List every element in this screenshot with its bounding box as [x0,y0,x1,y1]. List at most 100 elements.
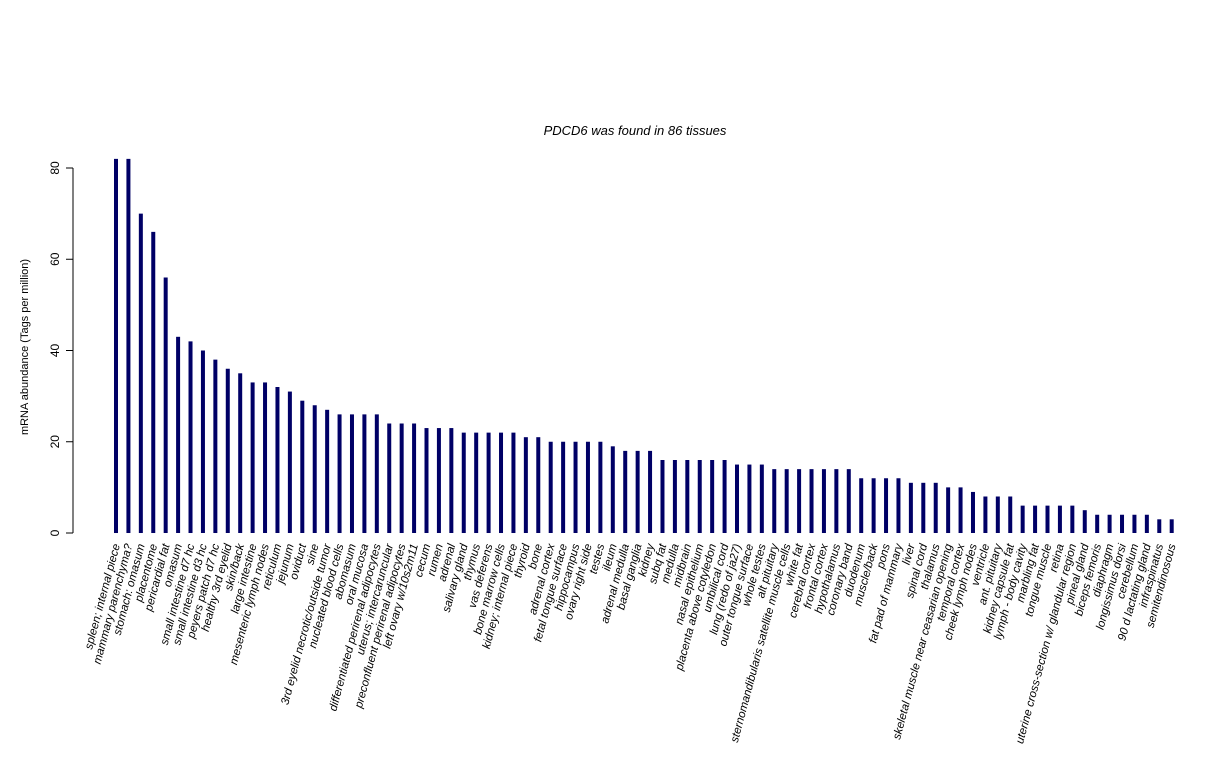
bar [374,414,379,534]
x-category-label: sine [305,543,322,566]
bar [387,423,392,533]
bar [946,487,951,534]
bar [225,368,230,533]
bar [821,469,826,534]
bar [685,460,690,533]
bar [312,405,317,533]
bar [710,460,715,533]
bar [983,496,988,533]
y-tick-label: 0 [48,529,62,536]
bar [163,277,168,533]
bar [1169,519,1174,533]
bar [735,464,739,533]
bar [759,464,764,533]
bar [349,414,354,534]
bar [573,441,578,533]
bar [859,478,864,533]
y-tick-label: 20 [48,435,62,449]
bar [325,409,330,533]
bar [138,213,143,534]
bar [238,373,243,533]
bar [300,400,305,533]
bar [921,482,926,533]
bar [697,460,702,533]
bar [114,158,118,534]
bar [772,469,777,534]
bar [809,469,814,534]
bar [747,464,752,533]
bar [1082,510,1087,533]
bar [188,341,193,534]
bar [797,469,802,534]
bar [610,446,615,533]
x-category-label: liver [901,542,918,567]
chart-title: PDCD6 was found in 86 tissues [544,123,727,138]
bar [287,391,292,533]
bar [722,460,727,533]
bar [523,437,528,533]
bar [213,359,218,534]
bar [933,482,938,533]
bar [461,432,466,534]
bar [1144,514,1149,533]
bar [1020,505,1025,534]
bar [511,432,516,534]
bar [1157,519,1162,533]
bar [474,432,479,534]
bar [871,478,876,533]
y-axis: 0 20 40 60 80 [48,161,74,536]
bar [635,450,640,534]
bar [585,441,590,533]
bar [200,350,205,533]
bar [436,428,441,533]
bar [1057,505,1062,534]
bar [970,491,975,533]
bar [536,437,541,533]
bar [151,231,156,534]
bar [834,469,839,534]
bar [263,382,268,533]
bar [1070,505,1075,534]
y-tick-label: 80 [48,161,62,175]
bar [1107,514,1112,533]
y-tick-label: 40 [48,344,62,358]
bar [884,478,889,533]
bar [126,158,131,534]
bar [908,482,913,533]
bar [648,450,653,534]
bar [846,469,851,534]
bar [399,423,404,533]
bar [424,428,429,533]
bar [486,432,491,534]
bar [1008,496,1013,533]
bar [275,387,280,533]
bar [548,441,553,533]
bar [449,428,454,533]
bar [672,460,677,533]
bar [412,423,417,533]
bar [499,432,504,534]
bar [362,414,367,534]
bar [660,460,665,533]
y-tick-label: 60 [48,252,62,266]
bars [114,158,1174,534]
bar [1045,505,1050,534]
bar [1132,514,1137,533]
bar [995,496,1000,533]
bar [896,478,901,533]
bar [337,414,342,534]
bar [1095,514,1100,533]
bar [784,469,789,534]
bar [1120,514,1125,533]
bar [561,441,566,533]
y-axis-label: mRNA abundance (Tags per million) [19,259,31,435]
bar [623,450,628,534]
bar [958,487,963,534]
bar [250,382,255,533]
bar [598,441,603,533]
bar [176,336,181,533]
bar [1033,505,1038,534]
